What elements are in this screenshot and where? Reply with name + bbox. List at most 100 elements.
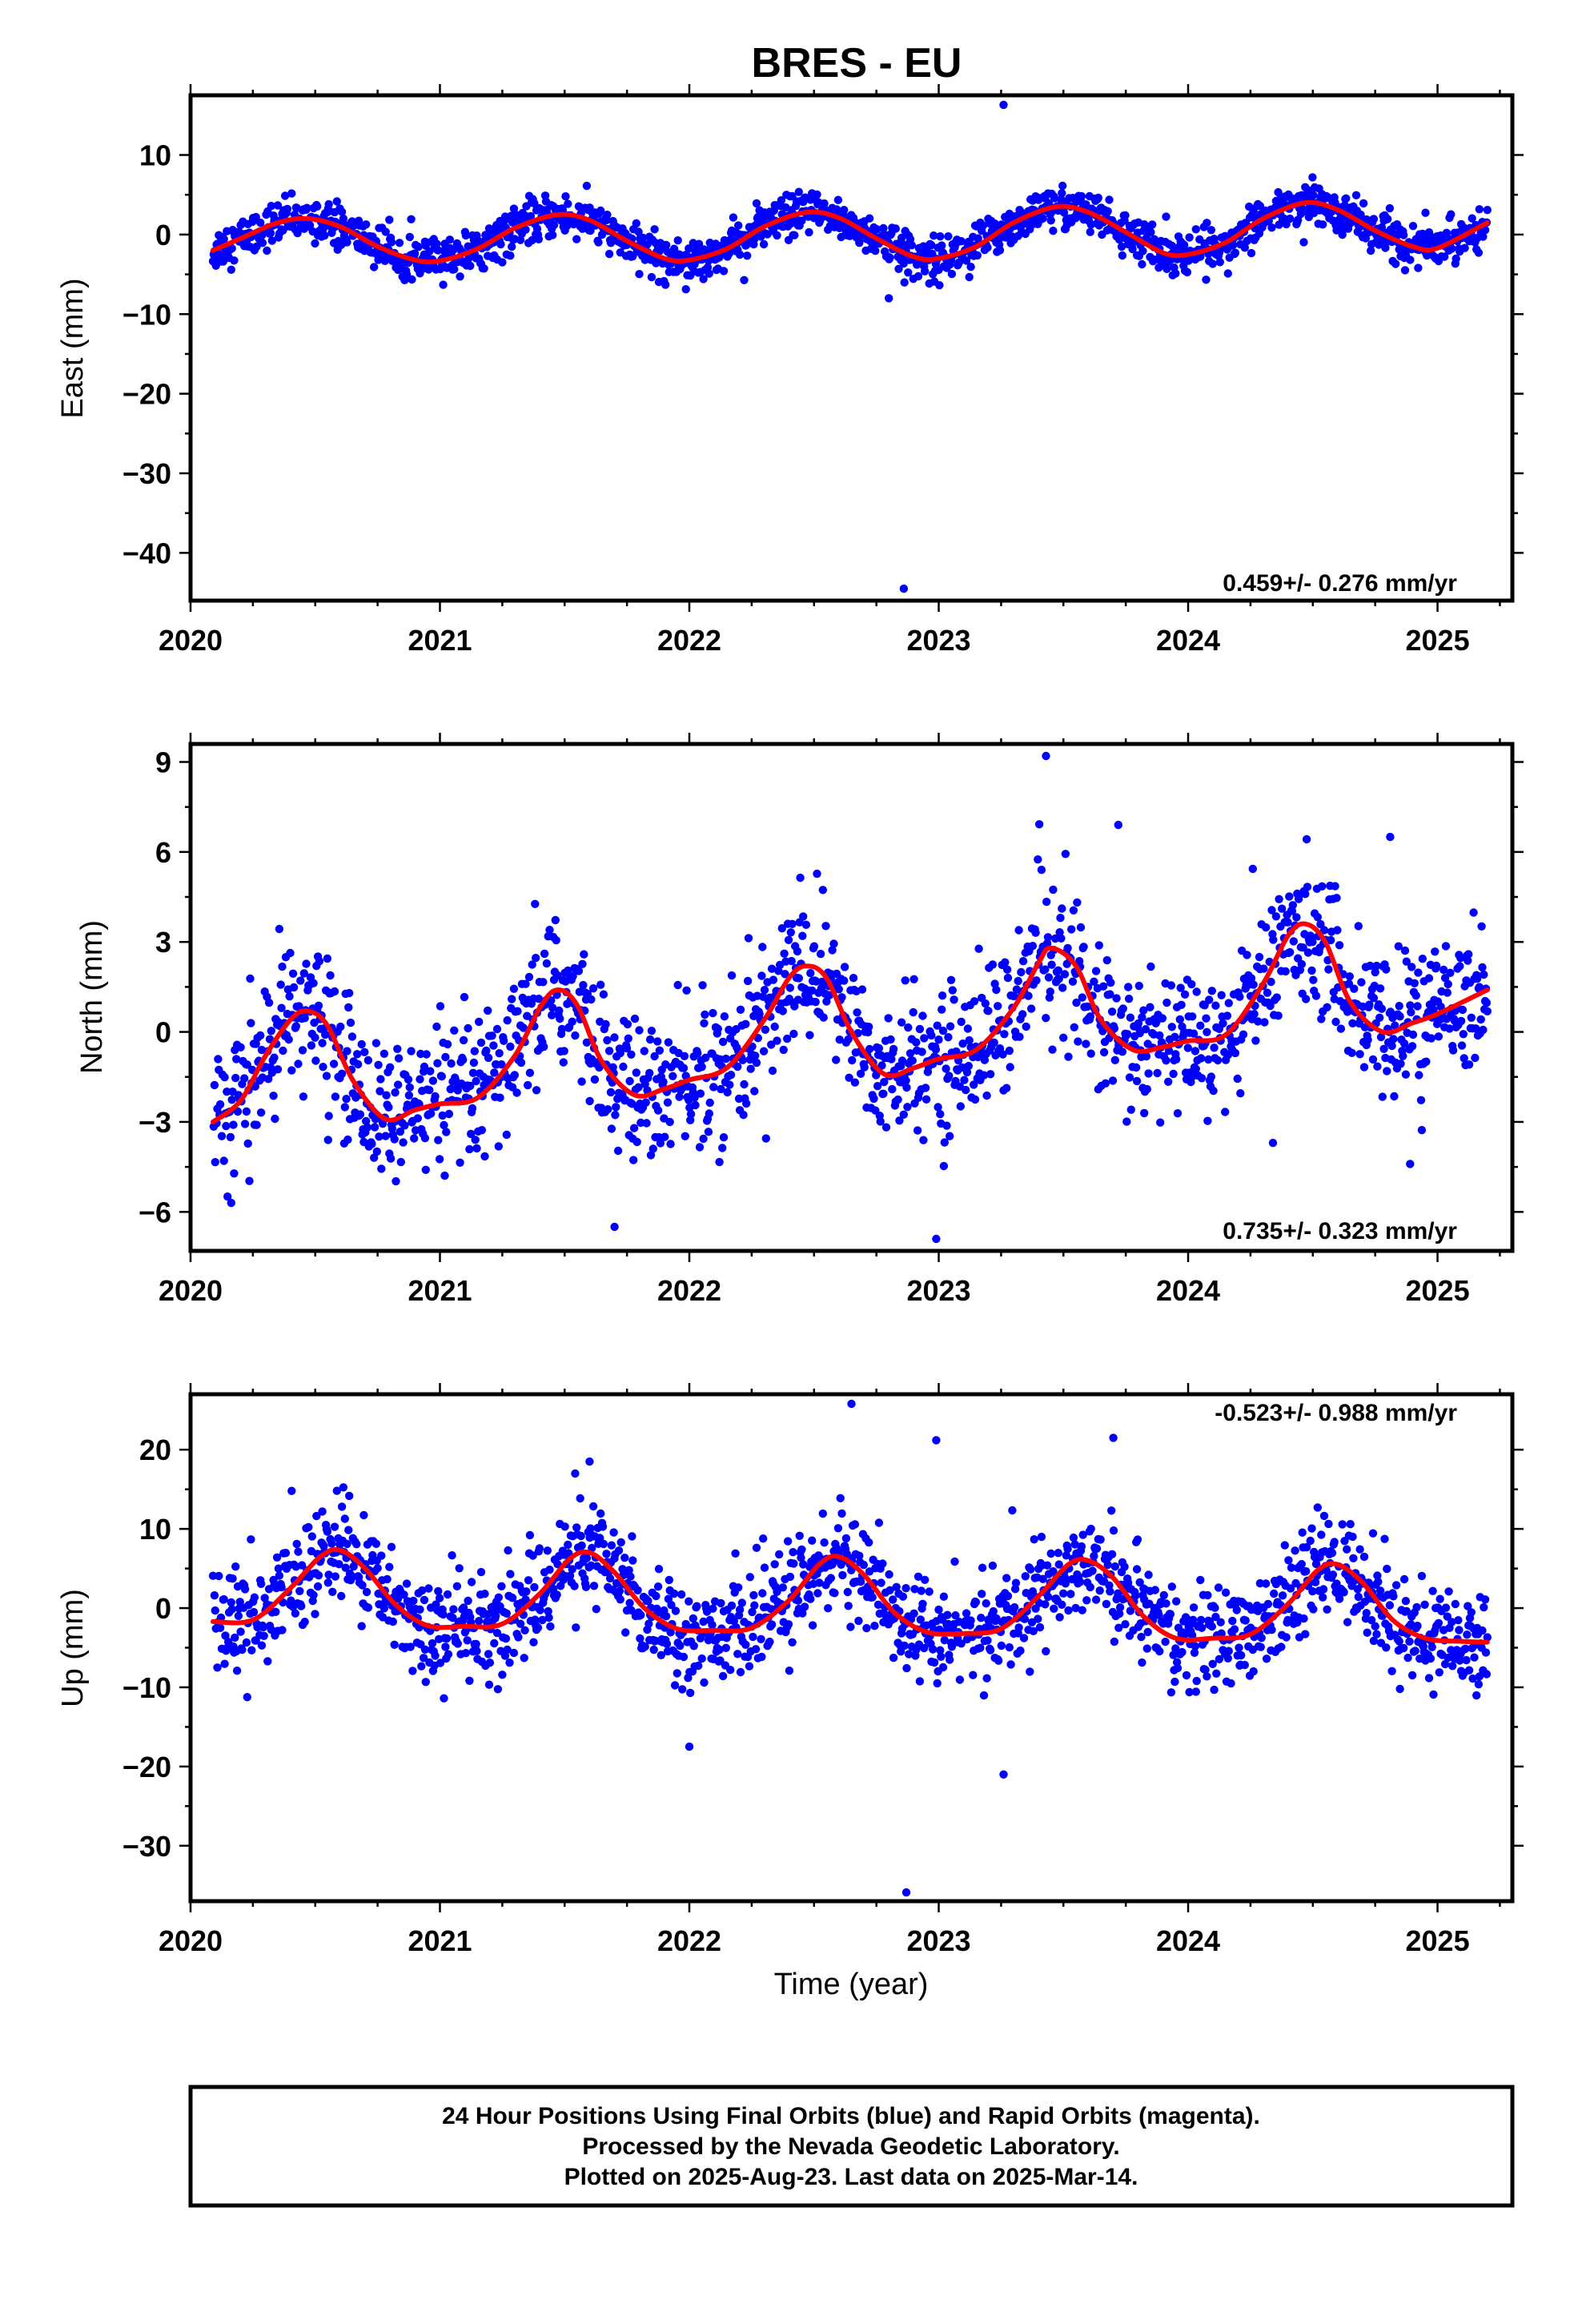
up-data-point [846, 1622, 855, 1631]
up-data-point [1090, 1551, 1098, 1561]
up-data-point [1011, 1578, 1021, 1587]
chart-title: BRES - EU [752, 40, 962, 86]
up-data-point [1211, 1612, 1220, 1622]
east-data-point [1337, 214, 1347, 223]
north-data-point [1410, 979, 1419, 988]
up-data-point [502, 1609, 511, 1618]
north-plot-frame [188, 742, 1515, 1253]
north-data-point [1478, 963, 1487, 972]
north-data-point [698, 981, 707, 990]
up-data-point [929, 1645, 938, 1654]
north-data-point [464, 1023, 472, 1033]
north-data-point [663, 1098, 673, 1107]
up-data-point [1216, 1618, 1225, 1626]
east-data-point [1274, 187, 1283, 197]
north-data-point [853, 1008, 861, 1017]
up-data-point [449, 1605, 458, 1614]
north-data-point [1210, 1043, 1219, 1052]
north-ytick-label: 9 [155, 746, 171, 778]
north-data-point [908, 1056, 917, 1065]
up-data-point [1387, 1667, 1396, 1675]
north-data-point [1107, 1007, 1117, 1016]
up-data-point [1327, 1549, 1337, 1558]
up-data-point [977, 1614, 986, 1622]
up-data-point [1369, 1636, 1379, 1646]
up-data-point [419, 1654, 428, 1663]
north-data-point [421, 1165, 430, 1175]
up-data-point [1374, 1578, 1383, 1586]
north-data-point [564, 966, 572, 975]
up-data-point [1095, 1586, 1104, 1595]
north-data-point [673, 980, 682, 990]
north-data-point [1058, 904, 1066, 913]
up-data-point [1167, 1582, 1177, 1591]
north-data-point [1203, 1027, 1211, 1037]
up-data-point [1399, 1574, 1409, 1584]
north-data-point [1407, 1042, 1417, 1051]
up-data-point [905, 1650, 913, 1659]
north-data-point [450, 1026, 459, 1035]
north-data-point [435, 1155, 444, 1164]
up-data-point [1235, 1643, 1243, 1652]
up-data-point [1221, 1588, 1231, 1597]
north-data-point [1056, 914, 1065, 923]
up-data-point [1330, 1538, 1339, 1546]
north-data-point [1402, 957, 1411, 966]
up-data-point [1173, 1663, 1182, 1673]
north-data-point [880, 1077, 889, 1087]
up-data-point [394, 1594, 403, 1603]
north-data-point [647, 1027, 656, 1035]
north-data-point [577, 1077, 586, 1086]
north-data-point [1000, 1030, 1009, 1039]
up-data-point [304, 1522, 313, 1532]
north-data-point [1172, 1055, 1181, 1064]
up-data-point [652, 1591, 661, 1601]
north-data-point [556, 1014, 564, 1023]
north-data-point [624, 1034, 632, 1043]
north-data-point [779, 1045, 788, 1055]
north-data-point [646, 1151, 656, 1160]
north-data-point [1010, 991, 1018, 1001]
north-data-point [441, 1052, 450, 1062]
north-data-point [719, 1133, 729, 1142]
up-data-point [227, 1605, 236, 1614]
east-data-point [759, 239, 769, 249]
north-data-point [1323, 1003, 1331, 1012]
up-data-point [1003, 1591, 1013, 1601]
north-data-point [251, 1082, 259, 1091]
north-data-point [1124, 983, 1133, 991]
east-data-point [395, 239, 404, 247]
north-data-point [1017, 967, 1026, 977]
north-data-point [1169, 1069, 1178, 1079]
up-data-point [313, 1582, 323, 1591]
north-data-point [1203, 1116, 1212, 1125]
north-data-point [447, 1059, 456, 1068]
up-data-point [1424, 1674, 1434, 1683]
up-data-point [654, 1565, 664, 1574]
up-data-point [1203, 1590, 1212, 1600]
east-data-point [604, 249, 614, 259]
north-data-point [270, 1053, 279, 1062]
north-data-point [1395, 1002, 1403, 1011]
north-data-point [1448, 1046, 1458, 1055]
up-data-point [1323, 1605, 1331, 1614]
north-data-point [555, 1006, 564, 1015]
north-data-point [627, 1050, 636, 1059]
up-data-point [528, 1551, 537, 1560]
east-data-point [498, 258, 507, 267]
north-data-point [311, 1056, 320, 1065]
east-xtick-label: 2020 [159, 624, 223, 657]
up-data-point [793, 1596, 803, 1605]
up-data-point [1102, 1599, 1111, 1609]
up-data-point [1189, 1615, 1198, 1625]
up-data-point [1343, 1618, 1352, 1626]
north-data-point [422, 1050, 431, 1059]
up-data-point [885, 1570, 893, 1579]
north-data-point [552, 935, 560, 945]
north-data-point [695, 1143, 705, 1152]
up-data-point [453, 1639, 462, 1648]
north-data-point [1275, 895, 1283, 904]
